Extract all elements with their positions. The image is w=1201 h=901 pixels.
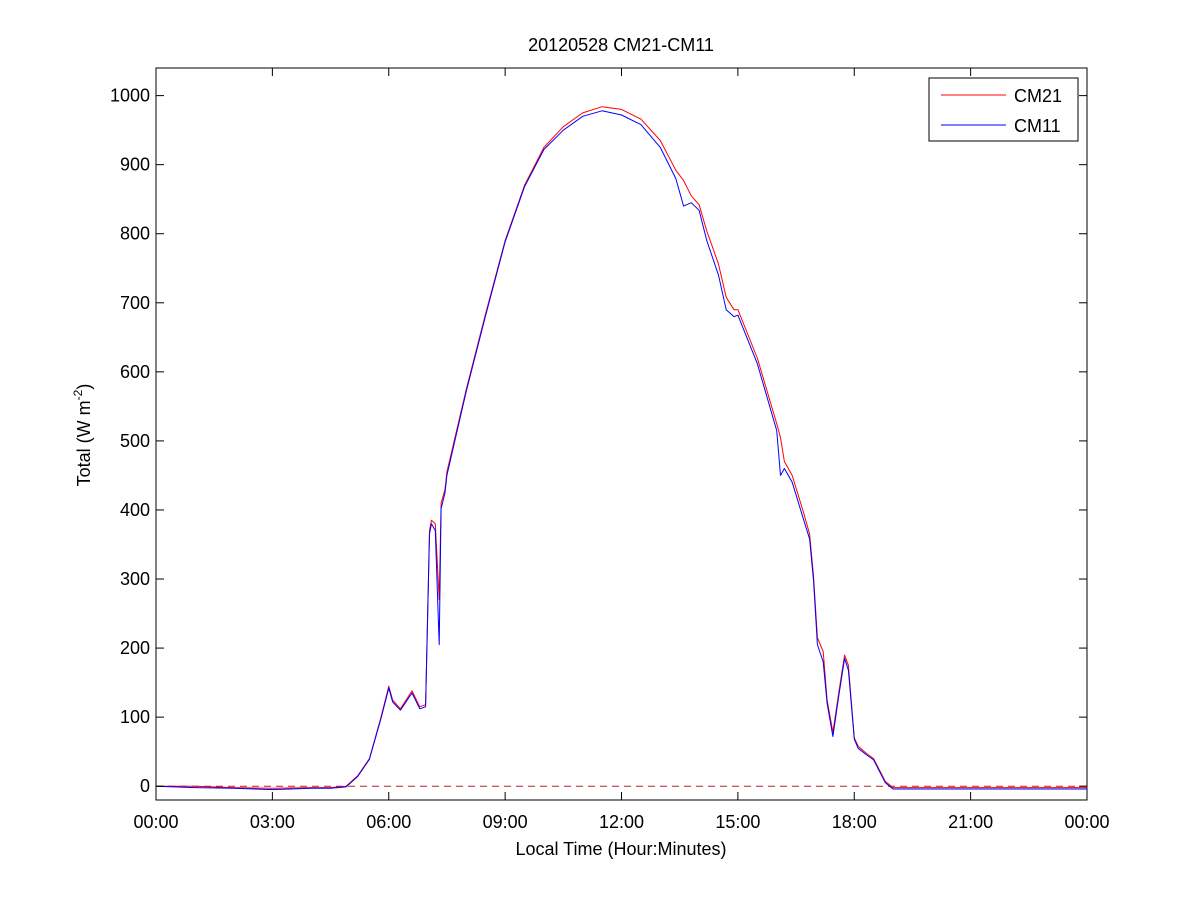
legend-box [928, 77, 1079, 142]
plot-area [155, 67, 1088, 801]
series-line-cm21 [156, 106, 1087, 789]
x-tick-label: 06:00 [366, 812, 411, 832]
axes-box [155, 67, 1088, 801]
series-layer [155, 106, 1087, 791]
y-axis-label: Total (W m-2) [71, 384, 94, 487]
y-axis-label-main: Total (W m [74, 400, 94, 486]
series-line-cm11 [155, 110, 1087, 791]
x-tick-label: 15:00 [715, 812, 760, 832]
x-tick-label: 12:00 [599, 812, 644, 832]
y-tick-label: 500 [120, 431, 150, 451]
y-axis-label-superscript: -2 [71, 389, 85, 400]
y-tick-label: 800 [120, 224, 150, 244]
y-axis: 0 100 200 300 400 500 600 700 800 900 1000 [110, 86, 1087, 796]
x-tick-label: 18:00 [832, 812, 877, 832]
legend-label-cm21: CM21 [1014, 86, 1062, 106]
x-tick-label: 03:00 [250, 812, 295, 832]
legend: CM21 CM11 [928, 77, 1079, 142]
y-tick-label: 100 [120, 707, 150, 727]
legend-label-cm11: CM11 [1014, 116, 1061, 136]
y-tick-label: 400 [120, 500, 150, 520]
y-tick-label: 900 [120, 155, 150, 175]
y-tick-label: 1000 [110, 86, 150, 106]
x-axis-label: Local Time (Hour:Minutes) [515, 839, 726, 859]
x-tick-label: 00:00 [1064, 812, 1109, 832]
x-tick-label: 21:00 [948, 812, 993, 832]
y-tick-label: 300 [120, 569, 150, 589]
chart-title: 20120528 CM21-CM11 [528, 35, 714, 55]
y-tick-label: 0 [140, 776, 150, 796]
y-tick-label: 700 [120, 293, 150, 313]
y-axis-label-end: ) [74, 384, 94, 390]
x-tick-label: 00:00 [133, 812, 178, 832]
y-tick-label: 200 [120, 638, 150, 658]
x-tick-label: 09:00 [483, 812, 528, 832]
y-tick-label: 600 [120, 362, 150, 382]
x-axis: 00:00 03:00 06:00 09:00 12:00 15:00 18:00 21:00… [133, 68, 1110, 832]
